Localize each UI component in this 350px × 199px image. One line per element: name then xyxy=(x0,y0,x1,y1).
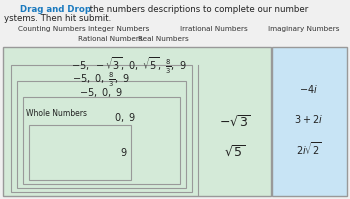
FancyBboxPatch shape xyxy=(23,97,180,184)
Text: $-5,\ 0,\ 9$: $-5,\ 0,\ 9$ xyxy=(79,86,124,99)
Text: $\sqrt{5}$: $\sqrt{5}$ xyxy=(224,144,245,160)
Text: the numbers descriptions to complete our number: the numbers descriptions to complete our… xyxy=(87,5,308,14)
Text: $-5,\ -\sqrt{3},\ 0,\ \sqrt{5},\ \frac{8}{3},\ 9$: $-5,\ -\sqrt{3},\ 0,\ \sqrt{5},\ \frac{8… xyxy=(71,55,187,75)
Text: Irrational Numbers: Irrational Numbers xyxy=(180,26,248,32)
FancyBboxPatch shape xyxy=(17,81,186,188)
Text: Drag and Drop: Drag and Drop xyxy=(20,5,91,14)
Text: ystems. Then hit submit.: ystems. Then hit submit. xyxy=(4,14,111,23)
Text: Rational Numbers: Rational Numbers xyxy=(78,36,143,42)
Text: Whole Numbers: Whole Numbers xyxy=(26,108,87,117)
FancyBboxPatch shape xyxy=(272,47,347,196)
Text: Real Numbers: Real Numbers xyxy=(138,36,189,42)
FancyBboxPatch shape xyxy=(11,65,192,192)
Text: $9$: $9$ xyxy=(120,146,128,158)
Text: Integer Numbers: Integer Numbers xyxy=(88,26,149,32)
FancyBboxPatch shape xyxy=(29,125,131,180)
Text: Counting Numbers: Counting Numbers xyxy=(18,26,86,32)
Text: $3+2i$: $3+2i$ xyxy=(294,113,323,125)
Text: $-4i$: $-4i$ xyxy=(300,83,318,95)
FancyBboxPatch shape xyxy=(3,47,271,196)
Text: $2i\sqrt{2}$: $2i\sqrt{2}$ xyxy=(296,141,322,157)
Text: $-\sqrt{3}$: $-\sqrt{3}$ xyxy=(219,114,250,130)
Text: $0,\ 9$: $0,\ 9$ xyxy=(114,111,136,124)
Text: $-5,\ 0,\ \frac{8}{3},\ 9$: $-5,\ 0,\ \frac{8}{3},\ 9$ xyxy=(72,71,131,89)
Text: Imaginary Numbers: Imaginary Numbers xyxy=(268,26,340,32)
